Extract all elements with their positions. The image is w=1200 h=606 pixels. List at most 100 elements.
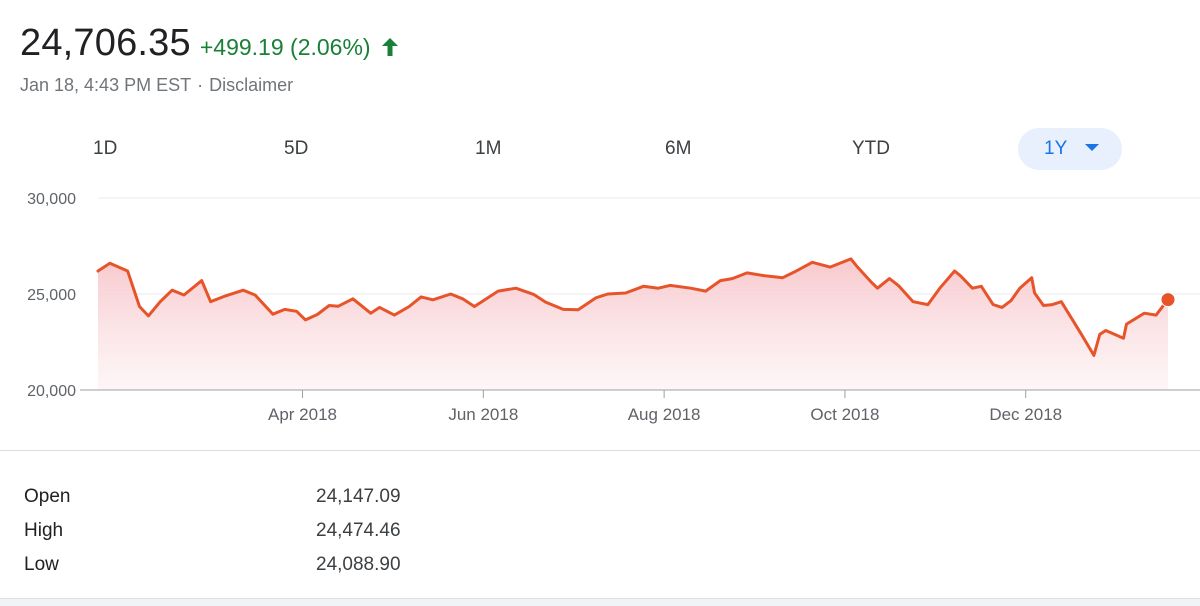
data-point <box>461 297 464 300</box>
data-point <box>731 277 734 280</box>
data-point <box>719 279 722 282</box>
data-point <box>408 305 411 308</box>
data-point <box>514 287 517 290</box>
data-point <box>1042 304 1045 307</box>
data-point <box>200 279 203 282</box>
data-point <box>449 293 452 295</box>
data-point <box>1072 319 1075 322</box>
tab-1m[interactable]: 1M <box>475 138 502 159</box>
arrow-up-icon <box>381 37 399 62</box>
y-axis: 30,000 25,000 20,000 <box>27 191 76 400</box>
data-point <box>992 303 995 306</box>
price-chart: 30,000 25,000 20,000 Apr 2018 Jun 2018 Aug 2… <box>27 191 1200 424</box>
data-point <box>1143 312 1146 315</box>
quote-header: 24,706.35 +499.19 (2.06%) Jan 18, 4:43 P… <box>20 22 399 96</box>
data-point <box>971 287 974 290</box>
data-point <box>183 294 185 296</box>
tab-5d[interactable]: 5D <box>284 138 309 159</box>
data-point <box>829 266 832 269</box>
data-point <box>209 300 212 303</box>
current-price: 24,706.35 <box>20 22 191 64</box>
x-tick-label: Apr 2018 <box>268 405 337 424</box>
stat-value: 24,474.46 <box>316 520 401 541</box>
data-point <box>431 298 434 301</box>
range-tabs: 1D 5D 1M 6M YTD 1Y <box>0 128 1200 170</box>
data-point <box>224 294 227 297</box>
timestamp: Jan 18, 4:43 PM EST <box>20 75 192 95</box>
data-point <box>876 287 879 290</box>
data-point <box>304 318 307 321</box>
data-point <box>624 292 627 294</box>
data-point <box>1125 323 1128 326</box>
data-point <box>351 297 354 300</box>
data-point <box>316 313 319 316</box>
y-tick-label: 30,000 <box>27 191 76 208</box>
price-points <box>97 257 1169 357</box>
stat-value: 24,147.09 <box>316 486 401 507</box>
data-point <box>642 285 645 288</box>
data-point <box>763 274 766 277</box>
data-point <box>328 304 331 307</box>
data-point <box>888 277 891 280</box>
chart-grid <box>98 197 1200 295</box>
x-tick-label: Jun 2018 <box>448 405 518 424</box>
tab-1y-label: 1Y <box>1044 138 1067 160</box>
data-point <box>295 310 298 313</box>
data-point <box>482 299 485 302</box>
data-point <box>595 296 597 299</box>
data-point <box>704 290 707 293</box>
tab-ytd[interactable]: YTD <box>852 138 890 159</box>
tab-1d[interactable]: 1D <box>93 138 118 159</box>
tab-1y[interactable]: 1Y <box>1018 128 1123 170</box>
data-point <box>953 270 956 272</box>
stat-label: Low <box>24 554 59 575</box>
x-tick-label: Oct 2018 <box>810 405 879 424</box>
x-axis: Apr 2018 Jun 2018 Aug 2018 Oct 2018 Dec 2018 <box>268 390 1062 424</box>
x-tick-label: Aug 2018 <box>628 405 701 424</box>
stat-label: Open <box>24 486 71 507</box>
data-point <box>849 257 852 260</box>
section-divider <box>0 450 1200 451</box>
data-point <box>97 270 99 272</box>
data-point <box>138 305 141 308</box>
price-row: 24,706.35 +499.19 (2.06%) <box>20 22 399 65</box>
data-point <box>689 287 692 290</box>
data-point <box>746 271 749 274</box>
data-point <box>1122 337 1125 340</box>
data-point <box>369 312 372 315</box>
data-point <box>657 287 660 290</box>
data-point <box>811 261 814 264</box>
data-point <box>271 313 274 316</box>
data-point <box>577 308 580 311</box>
data-point <box>938 287 941 290</box>
data-point <box>1060 300 1063 303</box>
data-point <box>544 301 547 304</box>
stat-value: 24,088.90 <box>316 554 401 575</box>
price-area <box>98 258 1168 390</box>
disclaimer-link[interactable]: Disclaimer <box>209 75 294 95</box>
data-point <box>870 281 873 284</box>
data-point <box>781 276 784 279</box>
card-bottom-edge <box>0 598 1200 606</box>
data-point <box>793 270 796 273</box>
x-tick-label: Dec 2018 <box>989 405 1062 424</box>
tab-6m[interactable]: 6M <box>665 138 692 159</box>
data-point <box>473 305 476 308</box>
data-point <box>171 289 174 292</box>
current-price-marker[interactable] <box>1160 292 1176 308</box>
data-point <box>126 270 129 272</box>
data-point <box>159 300 162 303</box>
data-point <box>1051 303 1054 306</box>
data-point <box>378 306 381 309</box>
data-point <box>1155 314 1158 317</box>
data-point <box>1018 287 1021 290</box>
data-point <box>959 274 962 277</box>
data-point <box>1009 299 1012 302</box>
data-point <box>926 303 929 306</box>
data-point <box>980 285 983 288</box>
data-point <box>242 289 245 292</box>
y-tick-label: 20,000 <box>27 383 76 400</box>
data-point <box>1033 292 1036 294</box>
price-change: +499.19 (2.06%) <box>199 34 371 60</box>
data-point <box>1104 329 1107 332</box>
